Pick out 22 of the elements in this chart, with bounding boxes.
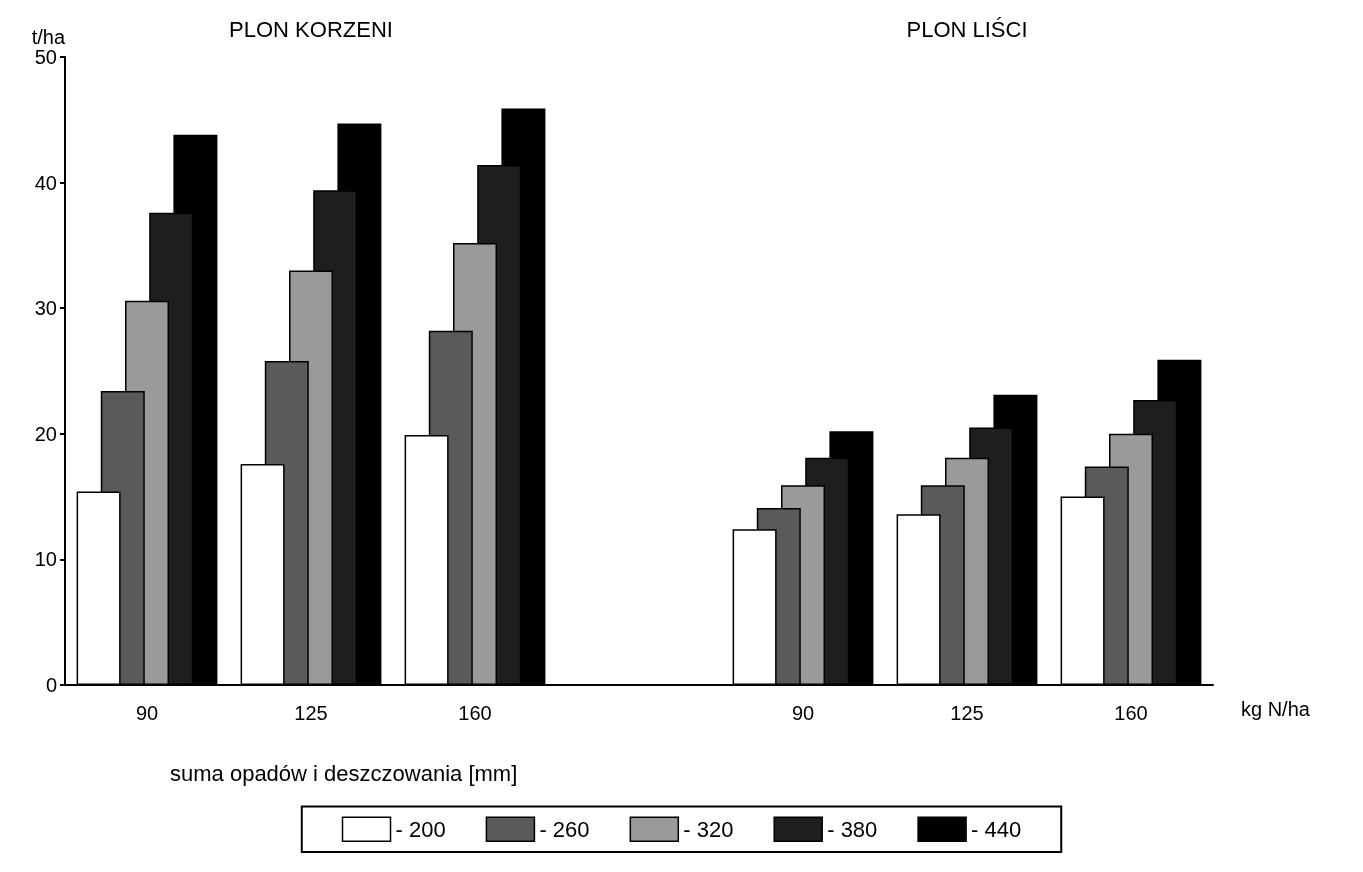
text: PLON LIŚCI <box>906 16 1028 42</box>
y-tick-label: 0 <box>45 674 57 696</box>
legend-label: - 200 <box>395 816 446 842</box>
y-tick-label: 50 <box>34 46 57 68</box>
y-tick-label: 10 <box>34 548 57 571</box>
x-tick-label: 125 <box>294 702 328 724</box>
y-axis-title: t/ha <box>31 26 66 49</box>
legend-label: - 260 <box>539 816 590 842</box>
x-tick-label: 90 <box>791 702 815 724</box>
legend-title: suma opadów i deszczowania [mm] <box>170 760 518 786</box>
legend-label: - 440 <box>971 816 1022 842</box>
x-tick-label: 125 <box>950 702 984 724</box>
x-axis-title: kg N/ha <box>1241 698 1311 720</box>
legend-label: - 320 <box>683 816 734 842</box>
x-tick-label: 90 <box>135 702 159 724</box>
y-tick-label: 40 <box>34 171 57 194</box>
x-tick-label: 160 <box>458 702 492 724</box>
y-tick-label: 20 <box>34 422 57 445</box>
text: PLON KORZENI <box>229 16 393 42</box>
x-tick-label: 160 <box>1114 702 1148 724</box>
legend-label: - 380 <box>827 816 878 842</box>
y-tick-label: 30 <box>34 297 57 320</box>
